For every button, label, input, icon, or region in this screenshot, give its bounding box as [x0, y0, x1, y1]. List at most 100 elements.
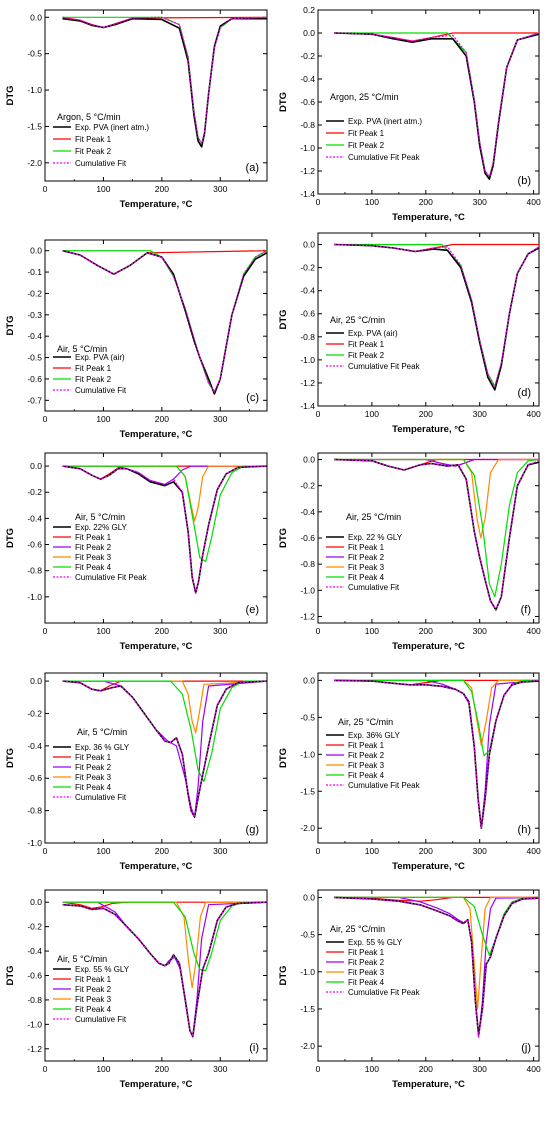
legend-label: Fit Peak 1: [348, 543, 385, 552]
x-tick-label: 0: [316, 626, 321, 636]
y-tick-label: -0.6: [27, 971, 42, 981]
x-axis-label: Temperature, °C: [120, 429, 193, 440]
plot-frame: [44, 239, 268, 412]
x-axis-label: Temperature, °C: [120, 641, 193, 652]
x-tick-label: 0: [43, 414, 48, 424]
y-tick-label: -0.2: [27, 708, 42, 718]
y-tick-label: -0.4: [27, 946, 42, 956]
y-tick-label: -1.2: [300, 611, 315, 621]
series-line: [334, 896, 539, 1010]
x-tick-label: 200: [419, 846, 433, 856]
series-line: [62, 680, 267, 783]
y-tick-label: -0.2: [300, 481, 315, 491]
legend-label: Fit Peak 2: [75, 147, 112, 156]
condition-label: Argon, 25 °C/min: [330, 92, 399, 102]
condition-label: Air, 25 °C/min: [330, 315, 385, 325]
condition-label: Air, 5 °C/min: [57, 954, 107, 964]
y-tick-label: -0.8: [300, 559, 315, 569]
y-tick-label: 0.0: [303, 240, 315, 250]
plot-frame: [317, 232, 540, 407]
y-tick-label: -0.6: [27, 374, 42, 384]
panel-label: (i): [249, 1042, 259, 1054]
legend-label: Fit Peak 3: [75, 553, 112, 562]
x-tick-label: 100: [365, 409, 379, 419]
x-axis-label: Temperature, °C: [392, 212, 465, 223]
legend-label: Cumulative Fit Peak: [348, 362, 421, 371]
y-tick-label: -1.2: [300, 378, 315, 388]
x-axis-label: Temperature, °C: [120, 199, 193, 210]
x-tick-label: 300: [213, 626, 227, 636]
y-tick-label: -1.0: [300, 749, 315, 759]
y-tick-label: -0.2: [27, 288, 42, 298]
plot-frame: [317, 889, 540, 1062]
legend-label: Fit Peak 2: [348, 553, 385, 562]
y-tick-label: -1.5: [300, 1004, 315, 1014]
y-tick-label: -1.0: [300, 143, 315, 153]
y-tick-label: -1.0: [27, 1019, 42, 1029]
condition-label: Air, 25 °C/min: [346, 512, 401, 522]
series-line: [334, 243, 539, 388]
y-tick-label: -1.0: [300, 355, 315, 365]
legend-label: Fit Peak 3: [348, 968, 385, 977]
x-tick-label: 0: [43, 626, 48, 636]
x-tick-label: 100: [365, 626, 379, 636]
legend-label: Fit Peak 3: [348, 761, 385, 770]
legend-label: Fit Peak 2: [75, 375, 112, 384]
x-tick-label: 100: [96, 414, 110, 424]
x-axis-label: Temperature, °C: [120, 861, 193, 872]
legend-label: Fit Peak 3: [75, 995, 112, 1004]
legend-label: Fit Peak 4: [75, 783, 112, 792]
y-tick-label: -0.6: [300, 309, 315, 319]
legend-label: Fit Peak 1: [348, 129, 385, 138]
legend-label: Fit Peak 2: [348, 351, 385, 360]
series-line: [334, 896, 539, 1038]
series-line: [334, 458, 539, 539]
y-tick-label: -0.2: [27, 922, 42, 932]
x-tick-label: 400: [527, 197, 541, 207]
x-tick-label: 100: [365, 846, 379, 856]
x-axis-label: Temperature, °C: [392, 641, 465, 652]
x-tick-label: 0: [316, 409, 321, 419]
y-tick-label: 0.0: [30, 12, 42, 22]
y-tick-label: -0.2: [27, 487, 42, 497]
y-axis-label: DTG: [278, 309, 289, 329]
panel-label: (b): [518, 175, 531, 187]
chart-panel: 0 100 200 300 0.0 -0.2 -0.4 -0.6 -0.8 -1.0 Tempera…: [5, 672, 268, 872]
legend-label: Fit Peak 1: [75, 975, 112, 984]
y-tick-label: -0.6: [300, 533, 315, 543]
legend-label: Fit Peak 4: [75, 563, 112, 572]
chart-panel: 0 100 200 300 400 0.0 -0.5 -1.0 -1.5 -2.0 Temperat…: [278, 672, 541, 872]
x-tick-label: 300: [213, 414, 227, 424]
condition-label: Air, 5 °C/min: [77, 727, 127, 737]
legend-label: Fit Peak 1: [348, 741, 385, 750]
legend-label: Fit Peak 2: [348, 958, 385, 967]
y-tick-label: -0.6: [300, 97, 315, 107]
condition-label: Air, 5 °C/min: [57, 344, 107, 354]
legend-label: Cumulative Fit: [75, 1015, 127, 1024]
x-axis-label: Temperature, °C: [120, 1079, 193, 1090]
y-axis-label: DTG: [5, 315, 16, 335]
y-tick-label: -0.4: [300, 74, 315, 84]
legend-label: Exp. 22% GLY: [75, 523, 128, 532]
y-tick-label: -2.0: [300, 1041, 315, 1051]
y-tick-label: -1.0: [27, 85, 42, 95]
panel-label: (c): [246, 392, 259, 404]
y-tick-label: 0.0: [30, 897, 42, 907]
x-tick-label: 200: [155, 184, 169, 194]
x-tick-label: 0: [43, 1064, 48, 1074]
y-tick-label: -0.1: [27, 267, 42, 277]
legend-label: Fit Peak 1: [348, 948, 385, 957]
chart-panel: 0 100 200 300 400 0.0 -0.5 -1.0 -1.5 -2.0 Temperat…: [278, 889, 541, 1090]
series-line: [334, 679, 539, 829]
y-tick-label: -1.0: [27, 838, 42, 848]
y-tick-label: -0.8: [300, 120, 315, 130]
legend-label: Exp. 55 % GLY: [75, 965, 130, 974]
legend-label: Fit Peak 4: [348, 771, 385, 780]
y-axis-label: DTG: [5, 965, 16, 985]
plot-frame: [317, 672, 540, 844]
x-tick-label: 400: [527, 409, 541, 419]
x-tick-label: 200: [155, 1064, 169, 1074]
y-tick-label: -0.4: [27, 513, 42, 523]
x-tick-label: 400: [527, 626, 541, 636]
y-axis-label: DTG: [278, 528, 289, 548]
